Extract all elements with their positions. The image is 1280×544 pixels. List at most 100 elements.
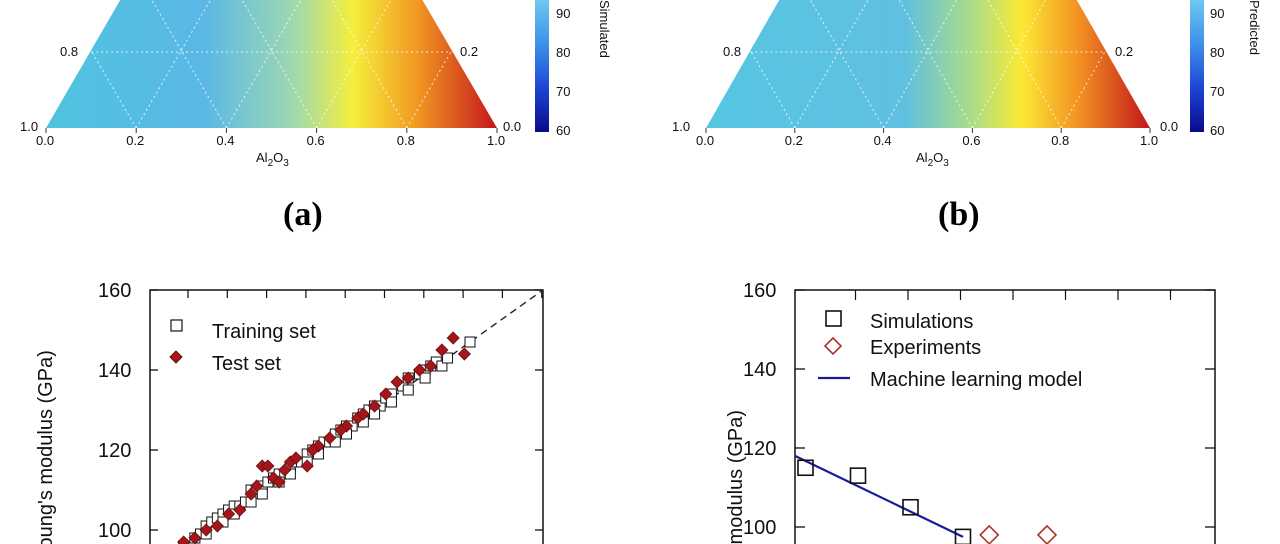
xtick-label-b-1: 0.2 — [785, 133, 803, 148]
ylabel-c: Young's modulus (GPa) — [35, 350, 57, 544]
xtick-label-b-3: 0.6 — [962, 133, 980, 148]
legend-ml-model: Machine learning model — [870, 369, 1082, 391]
test-point-24 — [412, 363, 427, 377]
right-tick-a-1: 0.0 — [503, 119, 521, 134]
legend-marker-training — [170, 319, 183, 332]
experiment-point-0 — [979, 524, 1000, 544]
simulation-point-2 — [902, 498, 919, 516]
test-point-27 — [446, 331, 460, 345]
cbar-tick-a-80: 80 — [556, 45, 570, 60]
training-point-61 — [419, 372, 431, 384]
xtick-label-a-0: 0.0 — [36, 133, 54, 148]
legend-marker-test — [169, 350, 183, 364]
scatter-plot-c: 100 120 140 160 Training set Test set Young… — [35, 280, 544, 544]
ternary-fill-a — [46, 0, 497, 128]
ytick-label-c-2: 140 — [98, 360, 131, 382]
xtick-label-a-4: 0.8 — [397, 133, 415, 148]
test-point-25 — [424, 359, 438, 373]
experiment-point-1 — [1036, 524, 1058, 544]
ternary-plot-a: 0.0 0.2 0.4 0.6 0.8 1.0 0.8 1.0 0.2 0.0 Al2O3… — [20, 0, 612, 233]
colorbar-b — [1190, 0, 1204, 132]
scatter-plot-d: 100 120 140 160 Simulations Experiments Mac… — [725, 280, 1216, 544]
test-point-26 — [435, 343, 449, 357]
xlabel-b: Al2O3 — [916, 150, 949, 169]
ternary-grid-b — [749, 0, 1107, 129]
test-point-2 — [199, 523, 213, 537]
left-tick-a-1: 1.0 — [20, 119, 38, 134]
legend-test-set: Test set — [212, 353, 281, 375]
ytick-label-d-3: 160 — [743, 280, 776, 302]
xtick-label-a-1: 0.2 — [126, 133, 144, 148]
test-point-31 — [306, 443, 320, 457]
test-point-11 — [272, 475, 286, 489]
cbar-tick-a-90: 90 — [556, 6, 570, 21]
xlabel-a: Al2O3 — [256, 150, 289, 169]
legend-marker-experiments — [823, 336, 843, 356]
xtick-label-a-3: 0.6 — [307, 133, 325, 148]
panel-label-a: (a) — [283, 196, 323, 233]
ternary-fill-b — [706, 0, 1150, 128]
xtick-label-b-0: 0.0 — [696, 133, 714, 148]
right-tick-b-0: 0.2 — [1115, 44, 1133, 59]
test-point-20 — [368, 399, 382, 413]
cbar-tick-a-60: 60 — [556, 123, 570, 138]
cbar-tick-a-70: 70 — [556, 84, 570, 99]
test-point-29 — [356, 407, 370, 421]
xtick-label-a-5: 1.0 — [487, 133, 505, 148]
training-point-59 — [385, 396, 397, 408]
plot-frame-d — [794, 289, 1216, 544]
test-point-9 — [261, 459, 275, 473]
simulation-point-0 — [797, 459, 814, 477]
colorbar-label-b: Predicted — [1247, 0, 1262, 55]
legend-simulations: Simulations — [870, 311, 973, 333]
xtick-label-b-5: 1.0 — [1140, 133, 1158, 148]
test-point-3 — [210, 519, 224, 533]
colorbar-label-a: Simulated — [597, 0, 612, 58]
xtick-label-b-4: 0.8 — [1051, 133, 1069, 148]
test-point-0 — [177, 535, 191, 544]
test-point-23 — [401, 371, 415, 385]
right-tick-a-0: 0.2 — [460, 44, 478, 59]
test-point-1 — [188, 531, 202, 544]
plot-frame-c — [149, 289, 544, 544]
ytick-label-c-0: 100 — [98, 520, 131, 542]
panel-label-b: (b) — [938, 196, 980, 233]
ylabel-d: s modulus (GPa) — [725, 410, 747, 544]
test-point-14 — [289, 451, 303, 465]
training-point-60 — [402, 384, 414, 396]
ytick-label-d-1: 120 — [743, 438, 776, 460]
cbar-tick-b-70: 70 — [1210, 84, 1224, 99]
test-point-28 — [457, 347, 471, 361]
training-point-45 — [464, 336, 476, 348]
left-tick-a-0: 0.8 — [60, 44, 78, 59]
test-point-6 — [244, 487, 258, 501]
training-point-44 — [442, 352, 454, 364]
xtick-label-a-2: 0.4 — [216, 133, 234, 148]
ytick-label-d-2: 140 — [743, 359, 776, 381]
simulation-point-1 — [849, 467, 867, 484]
cbar-tick-b-80: 80 — [1210, 45, 1224, 60]
test-point-5 — [233, 503, 247, 517]
test-point-22 — [390, 375, 404, 389]
colorbar-a — [535, 0, 549, 132]
cbar-tick-b-90: 90 — [1210, 6, 1224, 21]
test-point-30 — [334, 423, 348, 437]
left-tick-b-0: 0.8 — [723, 44, 741, 59]
simulation-point-3 — [954, 528, 972, 544]
ml-model-line — [794, 454, 964, 538]
training-point-50 — [256, 488, 268, 500]
right-tick-b-1: 0.0 — [1160, 119, 1178, 134]
xtick-label-b-2: 0.4 — [874, 133, 892, 148]
legend-marker-simulations — [825, 310, 842, 327]
test-point-4 — [222, 507, 236, 521]
ytick-label-c-3: 160 — [98, 280, 131, 302]
test-point-21 — [379, 387, 393, 401]
test-point-7 — [250, 479, 264, 493]
left-tick-b-1: 1.0 — [672, 119, 690, 134]
ternary-plot-b: 0.0 0.2 0.4 0.6 0.8 1.0 0.8 1.0 0.2 0.0 Al2O3… — [672, 0, 1262, 233]
ternary-grid-a — [90, 0, 453, 129]
legend-experiments: Experiments — [870, 337, 981, 359]
ytick-label-c-1: 120 — [98, 440, 131, 462]
test-point-12 — [278, 463, 292, 477]
